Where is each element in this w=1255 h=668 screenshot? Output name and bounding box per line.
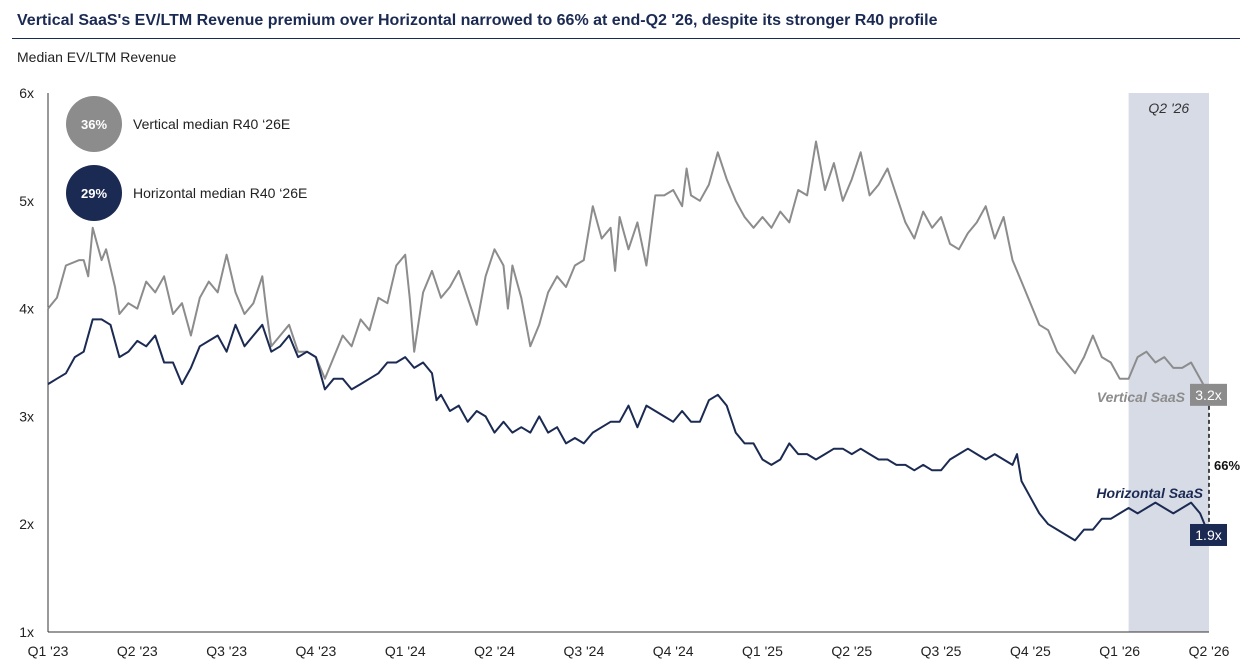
x-tick-label: Q3 '25 xyxy=(921,643,962,659)
y-tick-label: 1x xyxy=(19,624,34,640)
y-tick-label: 4x xyxy=(19,301,34,317)
axes: 1x 2x 3x 4x 5x 6x Q1 '23 Q2 '23 Q3 '23 Q4 '23 Q1 '… xyxy=(19,85,1229,659)
y-tick-label: 6x xyxy=(19,85,34,101)
y-tick-label: 3x xyxy=(19,408,34,424)
premium-label: 66% xyxy=(1214,458,1240,473)
x-tick-label: Q3 '24 xyxy=(563,643,604,659)
y-axis-title: Median EV/LTM Revenue xyxy=(17,49,177,65)
x-tick-label: Q4 '25 xyxy=(1010,643,1051,659)
legend-label: Vertical median R40 ‘26E xyxy=(133,116,290,132)
vertical-saas-label: Vertical SaaS xyxy=(1097,389,1186,405)
horizontal-saas-label: Horizontal SaaS xyxy=(1096,485,1203,501)
x-tick-label: Q1 '26 xyxy=(1099,643,1140,659)
vertical-end-value-box xyxy=(1190,383,1227,406)
chart-title: Vertical SaaS's EV/LTM Revenue premium o… xyxy=(17,12,938,29)
x-tick-label: Q1 '25 xyxy=(742,643,783,659)
legend-circle-value: 36% xyxy=(81,117,107,132)
highlight-period-label: Q2 '26 xyxy=(1148,100,1189,116)
legend-circle-value: 29% xyxy=(81,186,107,201)
horizontal-end-value: 1.9x xyxy=(1195,527,1221,543)
horizontal-saas-line xyxy=(47,318,1210,542)
x-tick-label: Q2 '24 xyxy=(474,643,515,659)
legend-circle xyxy=(66,96,122,152)
x-tick-label: Q4 '23 xyxy=(296,643,337,659)
vertical-saas-line xyxy=(47,140,1210,396)
x-tick-label: Q2 '23 xyxy=(117,643,158,659)
horizontal-end-value-box xyxy=(1190,523,1227,546)
y-tick-label: 5x xyxy=(19,193,34,209)
legend-circle xyxy=(66,165,122,221)
x-tick-label: Q2 '26 xyxy=(1189,643,1230,659)
x-tick-label: Q3 '23 xyxy=(206,643,247,659)
legend: 36% Vertical median R40 ‘26E 29% Horizontal… xyxy=(66,96,307,221)
y-tick-label: 2x xyxy=(19,516,34,532)
annotations: Vertical SaaS 3.2x Horizontal SaaS 1.9x 66% xyxy=(1096,383,1240,546)
vertical-end-value: 3.2x xyxy=(1195,387,1221,403)
title-divider xyxy=(12,38,1240,39)
x-tick-label: Q2 '25 xyxy=(831,643,872,659)
legend-label: Horizontal median R40 ‘26E xyxy=(133,185,307,201)
series-lines xyxy=(47,140,1210,542)
x-tick-label: Q1 '24 xyxy=(385,643,426,659)
x-tick-label: Q4 '24 xyxy=(653,643,694,659)
x-tick-label: Q1 '23 xyxy=(28,643,69,659)
